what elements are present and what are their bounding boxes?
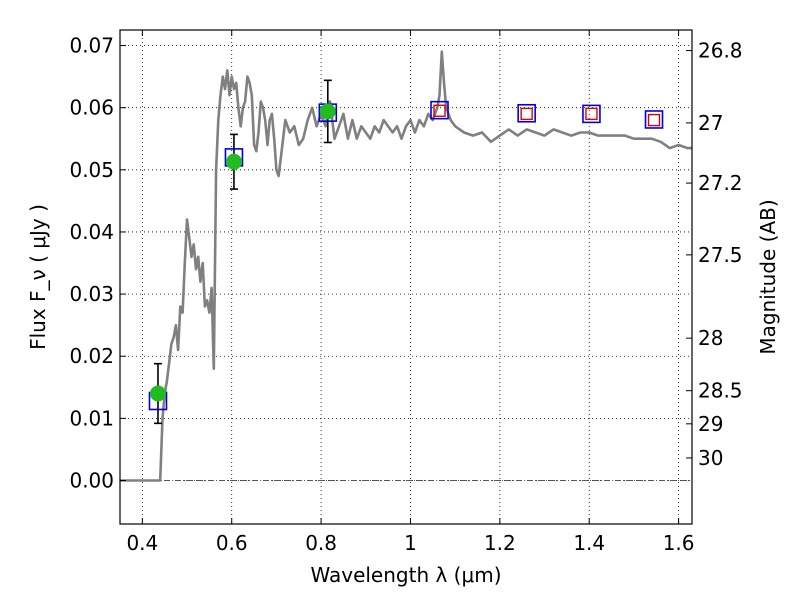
x-tick-label: 0.4 <box>126 531 158 555</box>
x-tick-label: 0.6 <box>216 531 248 555</box>
data-points <box>148 100 664 411</box>
x-tick-label: 1 <box>404 531 417 555</box>
magnitude-axis-label: Magnitude (AB) <box>756 199 780 354</box>
y2-axis-label-group: Magnitude (AB) <box>756 199 780 354</box>
x-axis-label: Wavelength λ (μm) <box>310 563 501 587</box>
magnitude-tick-label: 27.2 <box>698 171 743 195</box>
x-tick-label: 1.6 <box>663 531 695 555</box>
y-tick-label: 0.06 <box>69 96 114 120</box>
magnitude-tick-label: 27 <box>698 111 723 135</box>
x-tick-label: 0.8 <box>305 531 337 555</box>
y-axis-label-group: Flux F_ν ( μJy ) <box>26 204 50 350</box>
x-axis-ticks: 0.4 0.6 0.8 1 1.2 1.4 1.6 <box>126 30 695 555</box>
magnitude-tick-label: 27.5 <box>698 243 743 267</box>
magnitude-tick-label: 28.5 <box>698 379 743 403</box>
grid-lines <box>120 30 692 524</box>
y-tick-label: 0.05 <box>69 158 114 182</box>
sed-model-line <box>120 50 692 482</box>
model-photometry-square <box>582 104 601 124</box>
y-axis-ticks: 0.00 0.01 0.02 0.03 0.04 0.05 0.06 0.07 <box>69 34 126 493</box>
model-photometry-square <box>430 100 449 120</box>
predicted-point-square <box>647 113 661 127</box>
y-axis-label: Flux F_ν ( μJy ) <box>26 204 50 350</box>
predicted-point-square <box>585 107 598 121</box>
y-tick-label: 0.07 <box>69 34 114 58</box>
predicted-point-square <box>520 107 533 121</box>
y-tick-label: 0.03 <box>69 282 114 306</box>
magnitude-axis-ticks: 26.8 27 27.2 27.5 28 28.5 29 30 <box>686 39 743 470</box>
x-tick-label: 1.4 <box>573 531 605 555</box>
plot-frame <box>119 29 693 525</box>
observed-point <box>225 153 242 170</box>
observed-point <box>319 103 336 120</box>
magnitude-tick-label: 29 <box>698 412 723 436</box>
magnitude-tick-label: 28 <box>698 326 723 350</box>
x-tick-label: 1.2 <box>484 531 516 555</box>
magnitude-tick-label: 30 <box>698 446 723 470</box>
magnitude-tick-label: 26.8 <box>698 39 743 63</box>
predicted-point-square <box>433 104 446 117</box>
model-photometry-square <box>644 110 664 129</box>
model-photometry-square <box>517 103 536 123</box>
y-tick-label: 0.04 <box>69 220 114 244</box>
y-tick-label: 0.00 <box>69 469 114 493</box>
y-tick-label: 0.02 <box>69 344 114 368</box>
observed-point <box>149 385 166 402</box>
sed-model-series <box>120 50 692 482</box>
y-tick-label: 0.01 <box>69 406 114 430</box>
